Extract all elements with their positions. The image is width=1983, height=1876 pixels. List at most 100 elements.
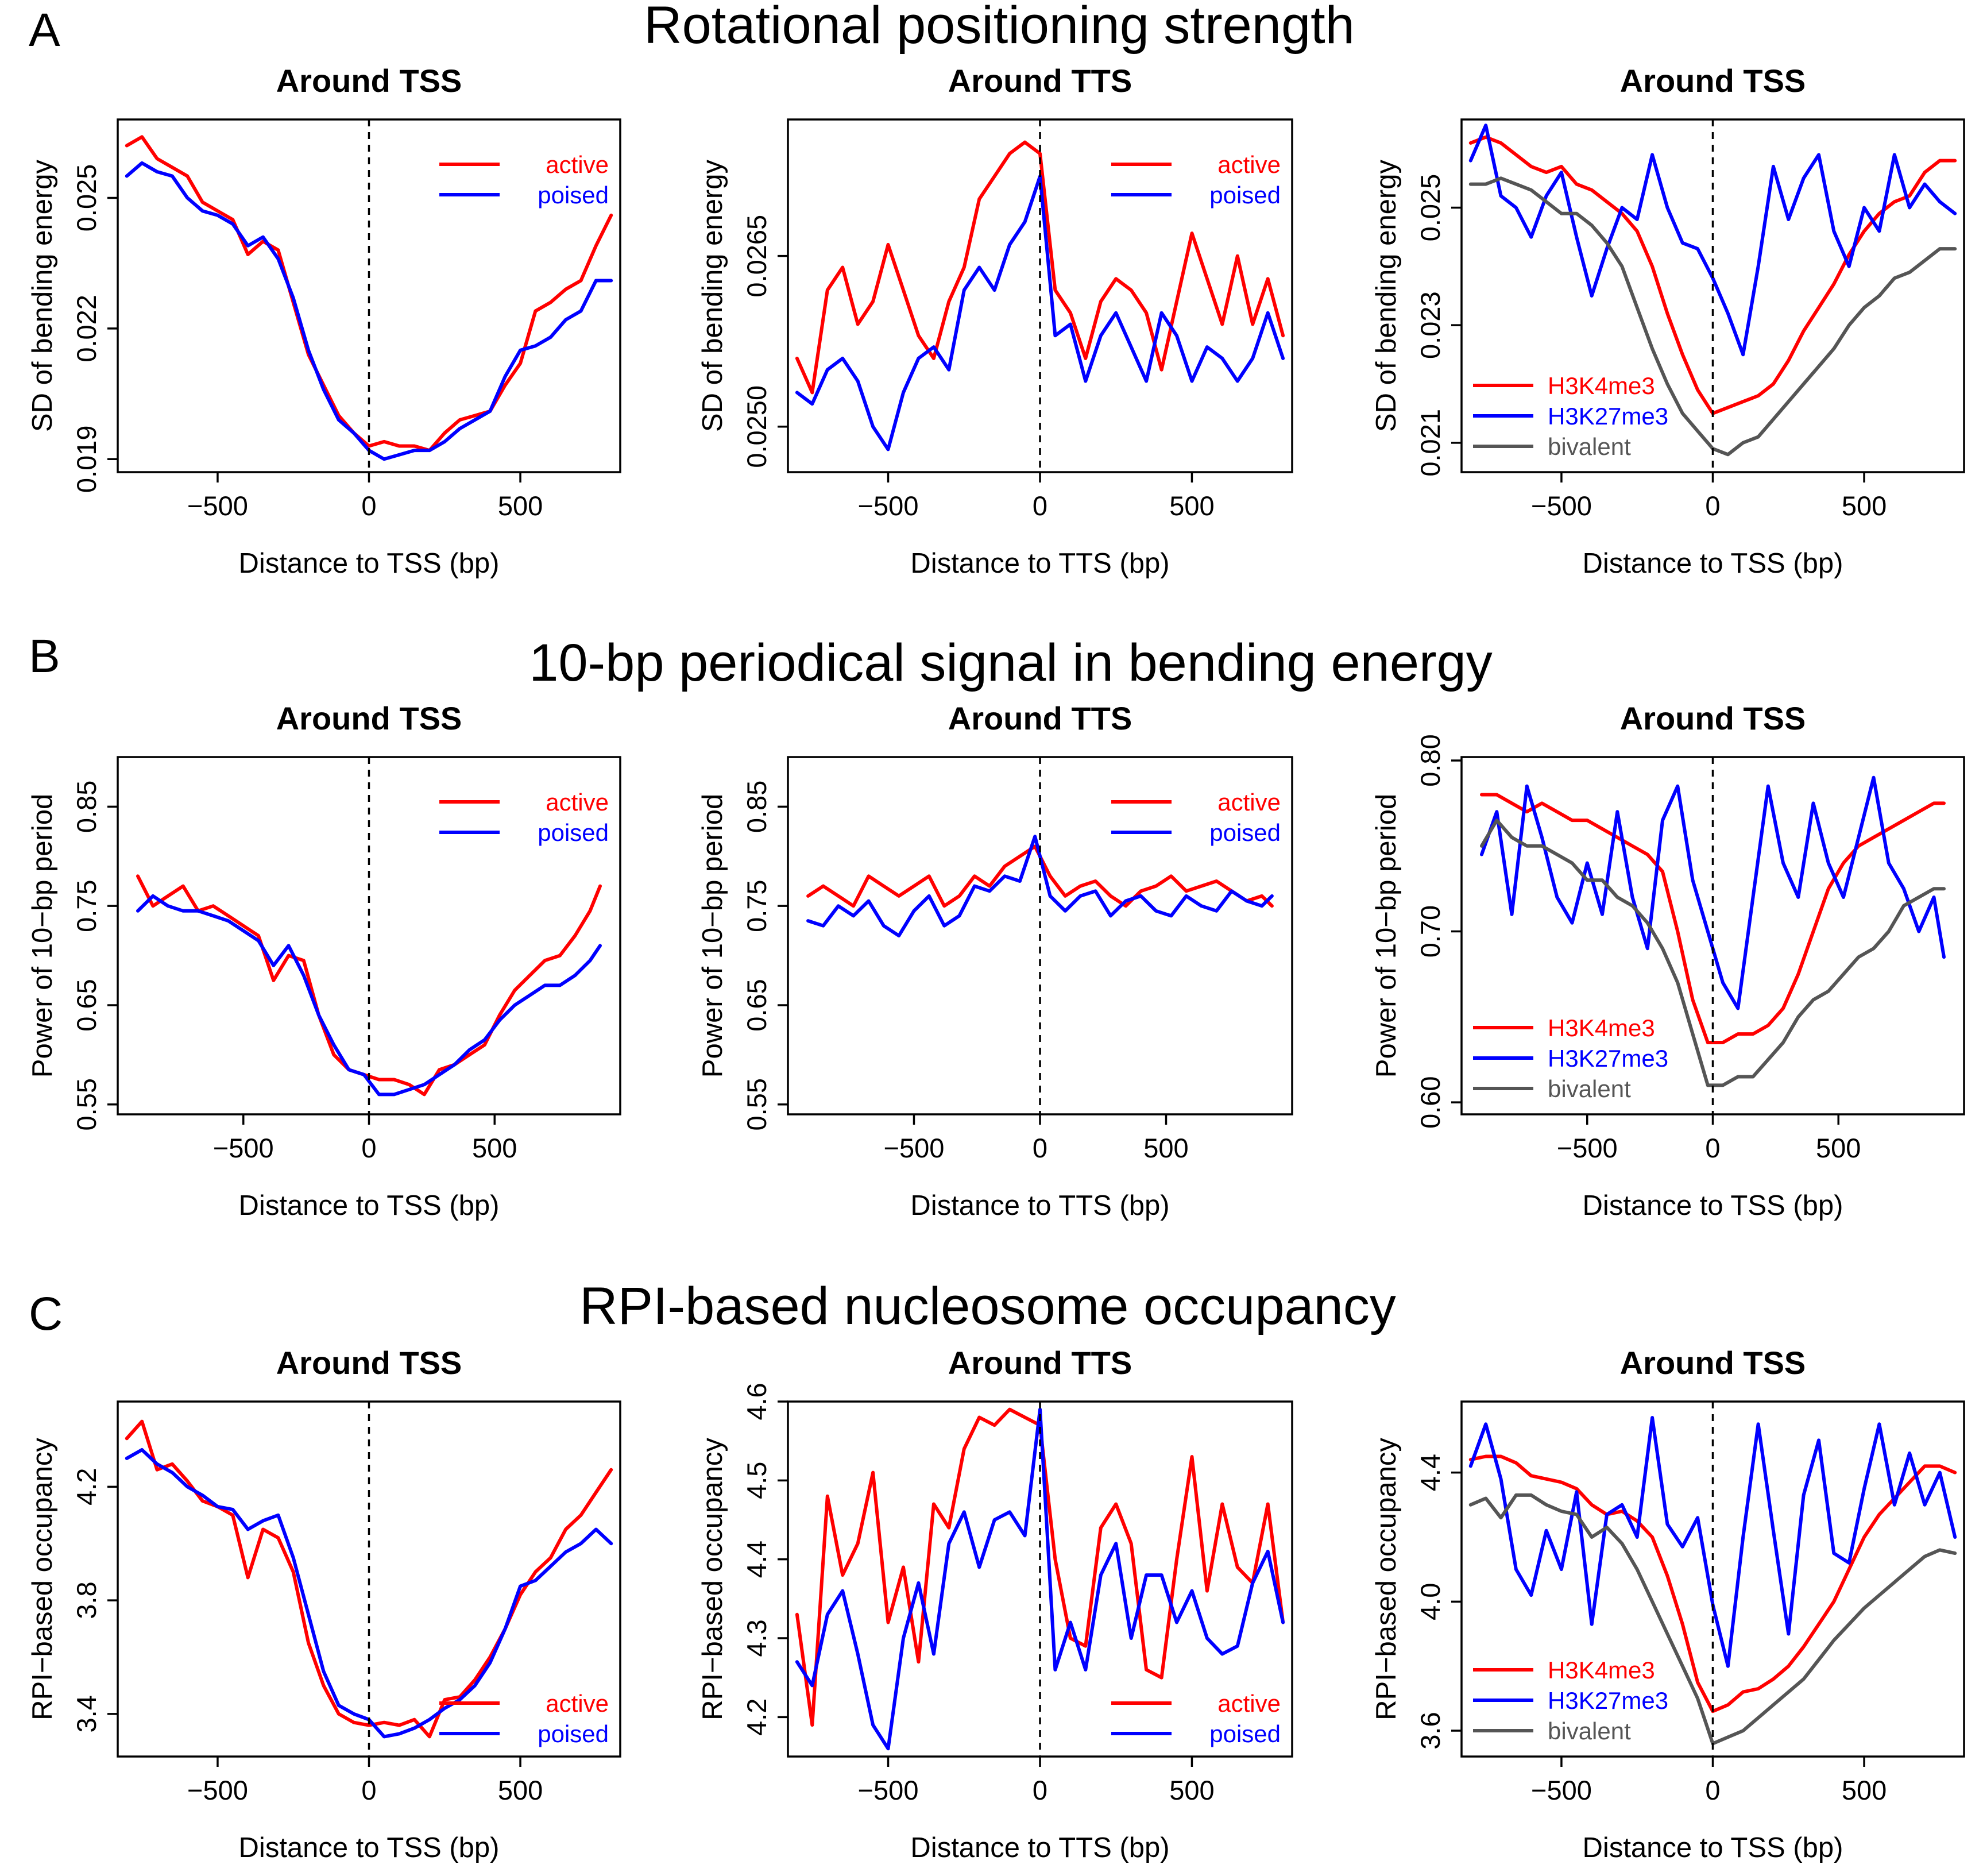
legend: active poised <box>439 789 609 846</box>
x-axis-label: Distance to TSS (bp) <box>239 548 500 579</box>
y-tick-label: 4.4 <box>741 1541 772 1578</box>
y-tick-label: 0.0250 <box>741 385 772 468</box>
panel-title: Around TSS <box>1620 63 1806 99</box>
panel-title: Around TSS <box>276 700 462 736</box>
legend-label: active <box>546 151 609 178</box>
panel-title: Around TTS <box>948 1345 1132 1381</box>
series-line-h3k27me3 <box>1480 775 1946 1010</box>
series-line-h3k4me3 <box>1480 793 1946 1044</box>
x-tick-label: 500 <box>1169 491 1214 521</box>
chart-panel-7: Around TSS −500 0 500 3.4 3.8 4.2 Distance to T… <box>27 1345 621 1863</box>
chart-panel-6: Around TSS −500 0 500 0.60 0.70 0.80 Distance t… <box>1371 700 1965 1221</box>
y-tick-label: 0.85 <box>741 781 772 833</box>
y-tick-label: 4.2 <box>71 1468 102 1506</box>
legend-label: poised <box>538 1720 609 1747</box>
panel-title: Around TTS <box>948 63 1132 99</box>
series-line-poised <box>136 894 602 1097</box>
y-axis-label: RPI−based occupancy <box>1371 1438 1402 1720</box>
y-axis-label: SD of bending energy <box>697 160 728 432</box>
legend-label: active <box>1217 1690 1281 1717</box>
x-tick-label: 0 <box>361 491 376 521</box>
section-title-b: 10-bp periodical signal in bending energ… <box>529 634 1493 692</box>
section-title-c: RPI-based nucleosome occupancy <box>579 1277 1396 1335</box>
x-tick-label: 0 <box>361 1775 376 1805</box>
legend: active poised <box>1111 1690 1281 1747</box>
legend-label: H3K4me3 <box>1548 372 1655 399</box>
section-title-a: Rotational positioning strength <box>644 0 1355 55</box>
y-tick-label: 4.2 <box>741 1699 772 1736</box>
panel-title: Around TSS <box>276 63 462 99</box>
series-line-h3k27me3 <box>1468 123 1957 357</box>
x-tick-label: −500 <box>1531 1775 1592 1805</box>
x-tick-label: −500 <box>213 1133 274 1163</box>
legend-label: H3K27me3 <box>1548 1045 1668 1072</box>
x-tick-label: −500 <box>187 491 248 521</box>
panel-title: Around TTS <box>948 700 1132 736</box>
legend-label: active <box>546 1690 609 1717</box>
legend-label: H3K4me3 <box>1548 1657 1655 1684</box>
x-tick-label: 0 <box>1705 491 1720 521</box>
x-tick-label: 500 <box>498 1775 543 1805</box>
x-tick-label: 0 <box>1705 1775 1720 1805</box>
legend-label: poised <box>538 182 609 209</box>
x-axis-label: Distance to TTS (bp) <box>910 548 1169 579</box>
legend-label: H3K27me3 <box>1548 1687 1668 1714</box>
chart-panels: Around TSS −500 0 500 0.019 0.022 0.025 Distanc… <box>27 63 1965 1863</box>
legend: active poised <box>1111 789 1281 846</box>
section-letter-a: A <box>29 4 60 56</box>
legend-label: H3K4me3 <box>1548 1014 1655 1041</box>
x-axis-label: Distance to TSS (bp) <box>1583 1190 1843 1221</box>
y-tick-label: 0.019 <box>71 425 102 493</box>
chart-panel-2: Around TTS −500 0 500 0.0250 0.0265 Distance t… <box>697 63 1293 579</box>
x-tick-label: −500 <box>858 1775 919 1805</box>
chart-panel-9: Around TSS −500 0 500 3.6 4.0 4.4 Distance to T… <box>1371 1345 1965 1863</box>
x-axis-label: Distance to TTS (bp) <box>910 1832 1169 1863</box>
series-line-active <box>136 874 602 1097</box>
section-letter-c: C <box>29 1288 63 1340</box>
x-tick-label: 0 <box>1033 1775 1047 1805</box>
legend: H3K4me3 H3K27me3 bivalent <box>1473 1657 1668 1744</box>
y-tick-label: 0.022 <box>71 295 102 362</box>
chart-panel-5: Around TTS −500 0 500 0.55 0.65 0.75 0.85 Distan… <box>697 700 1293 1221</box>
y-axis-label: Power of 10−bp period <box>27 794 58 1078</box>
y-tick-label: 0.65 <box>71 979 102 1031</box>
section-letter-b: B <box>29 630 60 682</box>
y-tick-label: 0.025 <box>1415 174 1445 242</box>
chart-panel-8: Around TTS −500 0 500 4.2 4.3 4.4 4.5 4.6 Distanc… <box>697 1345 1293 1863</box>
x-axis-label: Distance to TSS (bp) <box>1583 548 1843 579</box>
series-line-poised <box>806 835 1274 937</box>
series-line-active <box>125 135 613 453</box>
legend: active poised <box>439 1690 609 1747</box>
series-line-active <box>125 1419 613 1739</box>
series-line-active <box>795 140 1285 395</box>
x-axis-label: Distance to TSS (bp) <box>1583 1832 1843 1863</box>
x-tick-label: 0 <box>1033 491 1047 521</box>
y-tick-label: 4.4 <box>1415 1454 1445 1491</box>
y-axis-label: Power of 10−bp period <box>1371 794 1402 1078</box>
y-tick-label: 3.4 <box>71 1695 102 1732</box>
x-tick-label: −500 <box>884 1133 945 1163</box>
y-tick-label: 4.3 <box>741 1619 772 1657</box>
chart-panel-3: Around TSS −500 0 500 0.021 0.023 0.025 Distanc… <box>1371 63 1965 579</box>
chart-panel-1: Around TSS −500 0 500 0.019 0.022 0.025 Distanc… <box>27 63 621 579</box>
legend: active poised <box>439 151 609 209</box>
y-tick-label: 3.6 <box>1415 1712 1445 1749</box>
x-tick-label: 0 <box>1705 1133 1720 1163</box>
x-tick-label: 500 <box>472 1133 517 1163</box>
y-tick-label: 0.55 <box>71 1078 102 1130</box>
y-tick-label: 0.75 <box>741 879 772 932</box>
x-tick-label: 500 <box>1842 1775 1887 1805</box>
y-tick-label: 0.0265 <box>741 215 772 298</box>
y-tick-label: 3.8 <box>71 1581 102 1619</box>
panel-title: Around TSS <box>1620 700 1806 736</box>
legend-label: poised <box>538 819 609 846</box>
legend: H3K4me3 H3K27me3 bivalent <box>1473 372 1668 460</box>
x-tick-label: 500 <box>1169 1775 1214 1805</box>
x-tick-label: −500 <box>858 491 919 521</box>
panel-title: Around TSS <box>1620 1345 1806 1381</box>
y-tick-label: 0.65 <box>741 979 772 1031</box>
x-tick-label: −500 <box>1531 491 1592 521</box>
y-tick-label: 0.60 <box>1415 1076 1445 1128</box>
x-tick-label: 500 <box>498 491 543 521</box>
